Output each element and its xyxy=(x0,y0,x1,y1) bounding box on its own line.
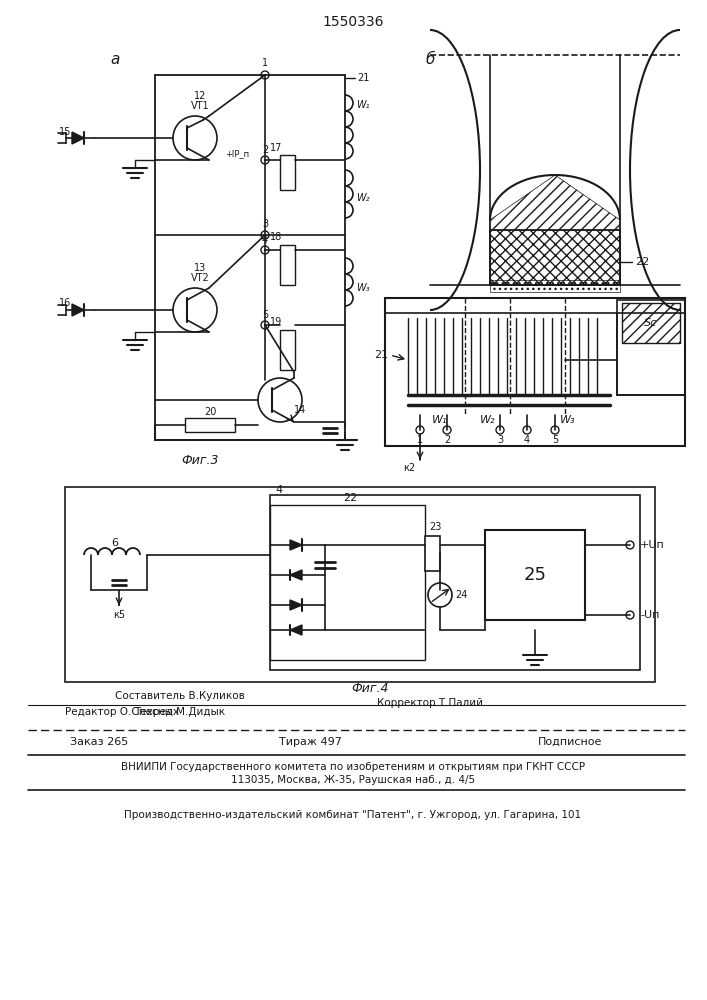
Text: 14: 14 xyxy=(294,405,306,415)
Text: 13: 13 xyxy=(194,263,206,273)
Text: W₁: W₁ xyxy=(356,100,370,110)
Circle shape xyxy=(443,426,451,434)
Bar xyxy=(270,495,640,670)
Bar xyxy=(185,418,235,432)
Bar xyxy=(617,300,685,395)
Text: Тираж 497: Тираж 497 xyxy=(279,737,341,747)
Circle shape xyxy=(523,426,531,434)
Circle shape xyxy=(173,288,217,332)
Text: 22: 22 xyxy=(343,493,357,503)
Polygon shape xyxy=(290,540,302,550)
Text: 16: 16 xyxy=(59,298,71,308)
Bar xyxy=(425,536,440,571)
Text: 4: 4 xyxy=(524,435,530,445)
Text: 19: 19 xyxy=(270,317,282,327)
Text: к5: к5 xyxy=(113,610,125,620)
Text: 21: 21 xyxy=(374,350,388,360)
Polygon shape xyxy=(290,600,302,610)
Bar xyxy=(622,303,680,343)
Text: 23: 23 xyxy=(429,522,441,532)
Text: Sc: Sc xyxy=(644,318,658,328)
Text: 17: 17 xyxy=(270,143,282,153)
Text: 15: 15 xyxy=(59,127,71,137)
Circle shape xyxy=(173,116,217,160)
Text: 2: 2 xyxy=(444,435,450,445)
Circle shape xyxy=(416,426,424,434)
Text: 24: 24 xyxy=(455,590,467,600)
Text: 22: 22 xyxy=(635,257,649,267)
Bar xyxy=(280,155,295,190)
Bar xyxy=(270,505,425,660)
Circle shape xyxy=(261,246,269,254)
Text: 12: 12 xyxy=(194,91,206,101)
Text: а: а xyxy=(110,52,119,68)
Polygon shape xyxy=(290,570,302,580)
Polygon shape xyxy=(72,132,84,144)
Bar xyxy=(485,530,585,620)
Circle shape xyxy=(261,156,269,164)
Polygon shape xyxy=(290,625,302,635)
Text: -Uп: -Uп xyxy=(640,610,660,620)
Bar xyxy=(385,298,685,313)
Bar xyxy=(65,487,655,682)
Text: 3: 3 xyxy=(497,435,503,445)
Circle shape xyxy=(261,71,269,79)
Text: W₂: W₂ xyxy=(480,415,496,425)
Text: 5: 5 xyxy=(552,435,558,445)
Circle shape xyxy=(261,231,269,239)
Text: +lP_п: +lP_п xyxy=(225,149,249,158)
Bar xyxy=(490,280,620,292)
Text: VT1: VT1 xyxy=(191,101,209,111)
Text: б: б xyxy=(426,52,435,68)
Circle shape xyxy=(626,611,634,619)
Text: Производственно-издательский комбинат "Патент", г. Ужгород, ул. Гагарина, 101: Производственно-издательский комбинат "П… xyxy=(124,810,582,820)
Circle shape xyxy=(261,321,269,329)
Bar xyxy=(280,330,295,370)
Text: 18: 18 xyxy=(270,232,282,242)
Text: Корректор Т.Палий: Корректор Т.Палий xyxy=(377,698,483,708)
Text: 5: 5 xyxy=(262,310,268,320)
Bar xyxy=(490,230,620,285)
Circle shape xyxy=(428,583,452,607)
Text: 4: 4 xyxy=(262,235,268,245)
Polygon shape xyxy=(72,304,84,316)
Text: 1: 1 xyxy=(262,58,268,68)
Text: 20: 20 xyxy=(204,407,216,417)
Bar xyxy=(490,230,620,285)
Text: 21: 21 xyxy=(357,73,369,83)
Bar xyxy=(280,245,295,285)
Text: Заказ 265: Заказ 265 xyxy=(70,737,128,747)
Text: 2: 2 xyxy=(262,145,268,155)
Text: Редактор О.Спесных: Редактор О.Спесных xyxy=(65,707,179,717)
Text: W₃: W₃ xyxy=(356,283,370,293)
Text: 25: 25 xyxy=(523,566,547,584)
Text: 6: 6 xyxy=(112,538,119,548)
Text: 3: 3 xyxy=(262,219,268,229)
Text: Составитель В.Куликов: Составитель В.Куликов xyxy=(115,691,245,701)
Text: к2: к2 xyxy=(403,463,415,473)
Text: W₁: W₁ xyxy=(432,415,448,425)
Text: 1550336: 1550336 xyxy=(322,15,384,29)
Bar xyxy=(385,298,685,446)
Circle shape xyxy=(258,378,302,422)
Text: Техред М.Дидык: Техред М.Дидык xyxy=(134,707,226,717)
Circle shape xyxy=(496,426,504,434)
Text: W₂: W₂ xyxy=(356,193,370,203)
Text: Подписное: Подписное xyxy=(538,737,602,747)
Text: Фиг.4: Фиг.4 xyxy=(351,682,389,694)
Text: +Uп: +Uп xyxy=(640,540,665,550)
Text: VT2: VT2 xyxy=(191,273,209,283)
Text: 113035, Москва, Ж-35, Раушская наб., д. 4/5: 113035, Москва, Ж-35, Раушская наб., д. … xyxy=(231,775,475,785)
Text: Фиг.3: Фиг.3 xyxy=(181,454,218,466)
Text: 4: 4 xyxy=(275,485,282,495)
Text: W₃: W₃ xyxy=(560,415,575,425)
Text: ВНИИПИ Государственного комитета по изобретениям и открытиям при ГКНТ СССР: ВНИИПИ Государственного комитета по изоб… xyxy=(121,762,585,772)
Text: 1: 1 xyxy=(417,435,423,445)
Circle shape xyxy=(551,426,559,434)
Circle shape xyxy=(626,541,634,549)
